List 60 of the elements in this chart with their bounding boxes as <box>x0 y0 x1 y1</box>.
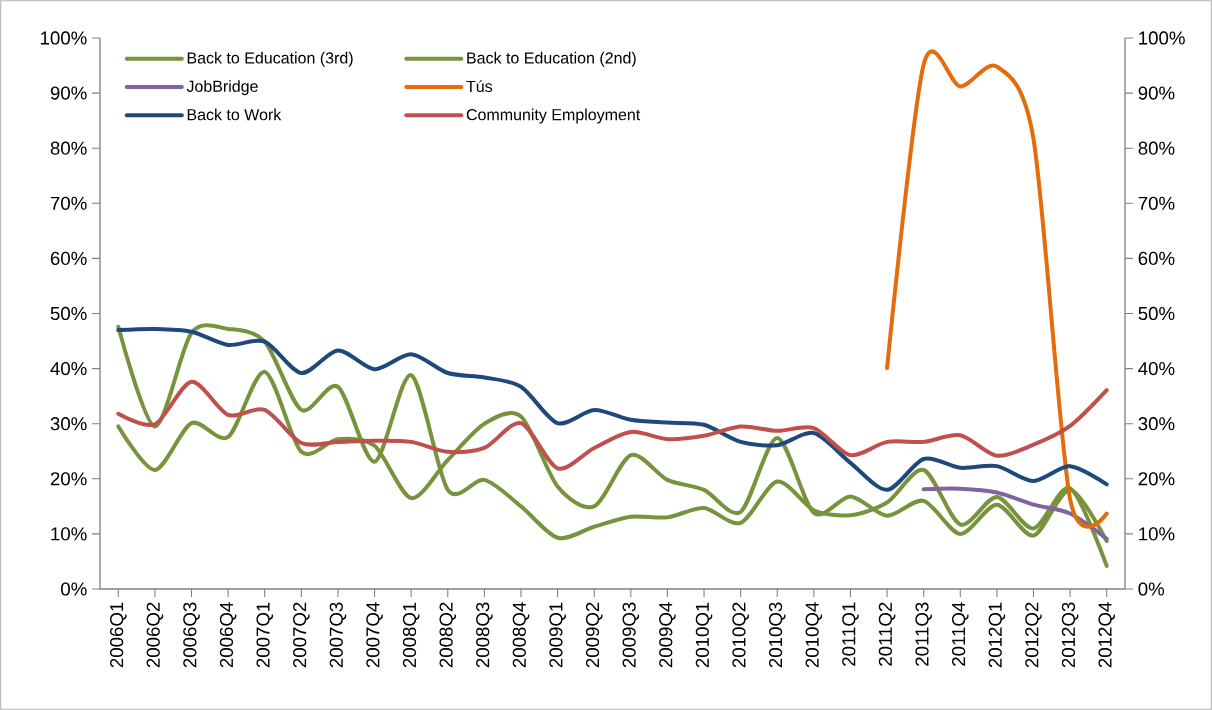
x-tick-label: 2007Q1 <box>256 602 274 668</box>
y-tick-label: 50% <box>1138 306 1175 321</box>
x-tick-label: 2008Q2 <box>439 602 457 668</box>
x-tick-label: 2012Q3 <box>1061 602 1079 668</box>
x-tick-label: 2006Q1 <box>110 602 127 668</box>
x-tick-label: 2008Q4 <box>512 602 530 668</box>
line-series <box>116 379 1109 471</box>
x-tick-label: 2009Q3 <box>622 602 640 668</box>
x-tick-label: 2009Q4 <box>659 602 676 668</box>
x-tick-label: 2007Q4 <box>366 602 383 668</box>
legend-label: Tús <box>466 80 493 93</box>
x-tick-label: 2011Q3 <box>915 602 932 666</box>
legend-label: Back to Work <box>187 108 282 121</box>
x-tick-label: 2007Q2 <box>293 602 310 668</box>
x-tick-label: 2009Q1 <box>549 602 566 668</box>
y-tick-label: 30% <box>1138 417 1175 431</box>
x-tick-label: 2012Q4 <box>1098 602 1115 668</box>
x-tick-label: 2012Q2 <box>1025 602 1042 668</box>
y-tick-label: 40% <box>1138 361 1175 376</box>
x-tick-label: 2008Q1 <box>402 602 420 668</box>
y2-tick-label: 50% <box>50 306 87 321</box>
legend-label: Back to Education (2nd) <box>467 51 636 67</box>
y2-tick-label: 100% <box>40 31 87 45</box>
y-tick-label: 0% <box>1138 582 1165 596</box>
legend-label: Back to Education (3rd) <box>187 51 353 67</box>
y-tick-label: 100% <box>1139 31 1185 45</box>
y2-tick-label: 60% <box>50 251 87 266</box>
x-tick-label: 2008Q3 <box>476 602 493 668</box>
legend-label: JobBridge <box>186 80 258 96</box>
y-tick-label: 60% <box>1138 251 1175 266</box>
x-tick-label: 2011Q1 <box>842 602 859 666</box>
legend-label: Community Employment <box>466 108 641 124</box>
y2-tick-label: 20% <box>50 472 87 486</box>
x-tick-label: 2007Q3 <box>329 602 347 668</box>
y-tick-label: 20% <box>1138 472 1175 486</box>
line-series <box>921 486 1109 541</box>
x-tick-label: 2006Q3 <box>183 602 200 668</box>
x-tick-label: 2010Q4 <box>805 602 823 668</box>
y-tick-label: 10% <box>1139 527 1175 541</box>
y2-tick-label: 90% <box>50 86 87 100</box>
x-tick-label: 2011Q2 <box>878 602 896 666</box>
x-tick-label: 2011Q4 <box>951 602 969 666</box>
x-tick-label: 2006Q2 <box>146 602 164 668</box>
x-tick-label: 2006Q4 <box>219 602 237 668</box>
y-tick-label: 90% <box>1138 86 1175 100</box>
line-series <box>116 323 1109 568</box>
x-tick-label: 2012Q1 <box>988 602 1006 668</box>
x-tick-label: 2010Q2 <box>732 602 749 668</box>
x-tick-label: 2010Q1 <box>695 602 713 668</box>
y-tick-label: 70% <box>1138 196 1175 210</box>
y2-tick-label: 30% <box>50 417 87 431</box>
x-tick-label: 2010Q3 <box>768 602 786 668</box>
y2-tick-label: 0% <box>61 582 87 596</box>
y2-tick-label: 40% <box>50 361 87 376</box>
y2-tick-label: 70% <box>50 196 87 210</box>
y2-tick-label: 10% <box>51 527 87 541</box>
x-tick-label: 2009Q2 <box>585 602 603 668</box>
y-tick-label: 80% <box>1138 141 1175 155</box>
y2-tick-label: 80% <box>50 141 87 155</box>
line-series <box>116 326 1109 492</box>
